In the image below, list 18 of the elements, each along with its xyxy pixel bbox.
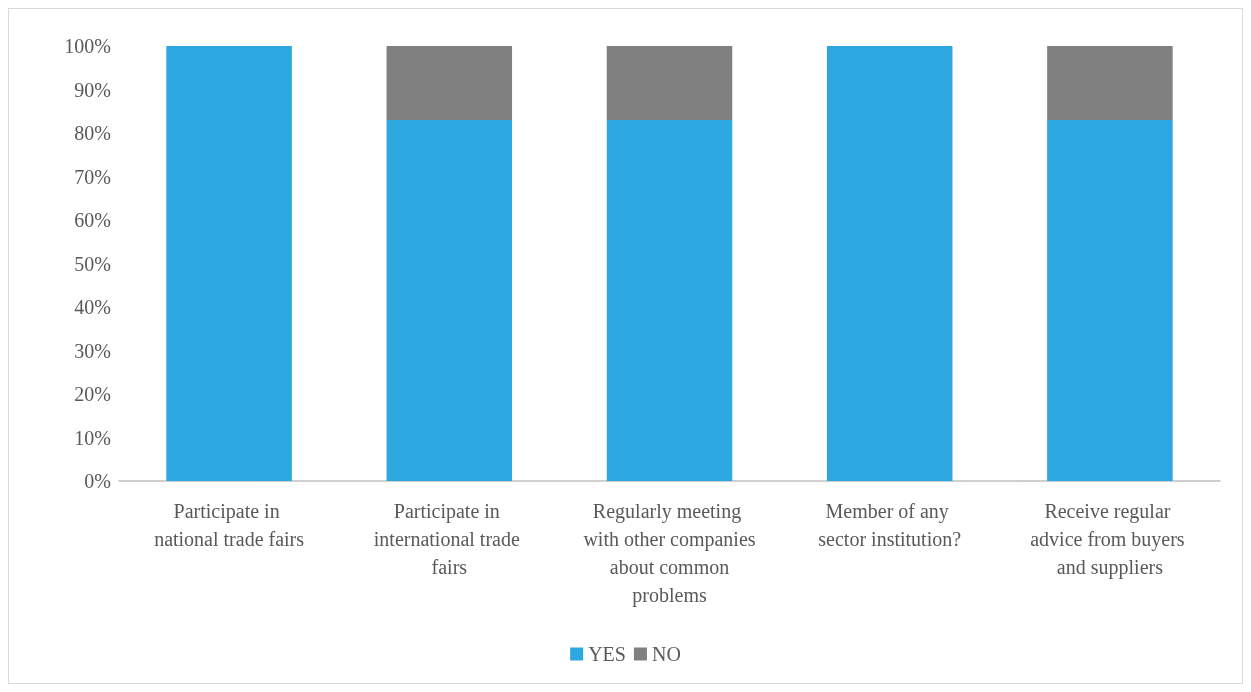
x-tick-label: Participate in national trade fairs	[154, 500, 305, 550]
y-tick-label: 40%	[74, 296, 111, 318]
x-tick-label: Participate in international trade fairs	[373, 500, 525, 578]
x-tick-label: Member of any sector institution?	[818, 500, 962, 550]
y-tick-label: 0%	[84, 470, 111, 492]
legend-label: NO	[651, 643, 681, 665]
y-tick-label: 10%	[74, 426, 111, 449]
y-tick-label: 60%	[74, 209, 111, 231]
y-tick-label: 90%	[74, 78, 111, 101]
y-tick-label: 30%	[74, 339, 111, 362]
x-tick-label: Receive regular advice from buyers and suppliers	[1030, 500, 1190, 579]
y-tick-label: 80%	[74, 122, 111, 144]
x-tick-label: Regularly meeting with other companies about common problems	[583, 500, 756, 607]
y-tick-label: 70%	[74, 165, 111, 188]
y-tick-label: 20%	[74, 383, 111, 405]
legend-label: YES	[588, 643, 626, 665]
y-tick-label: 50%	[74, 252, 111, 275]
y-tick-label: 100%	[64, 35, 111, 57]
